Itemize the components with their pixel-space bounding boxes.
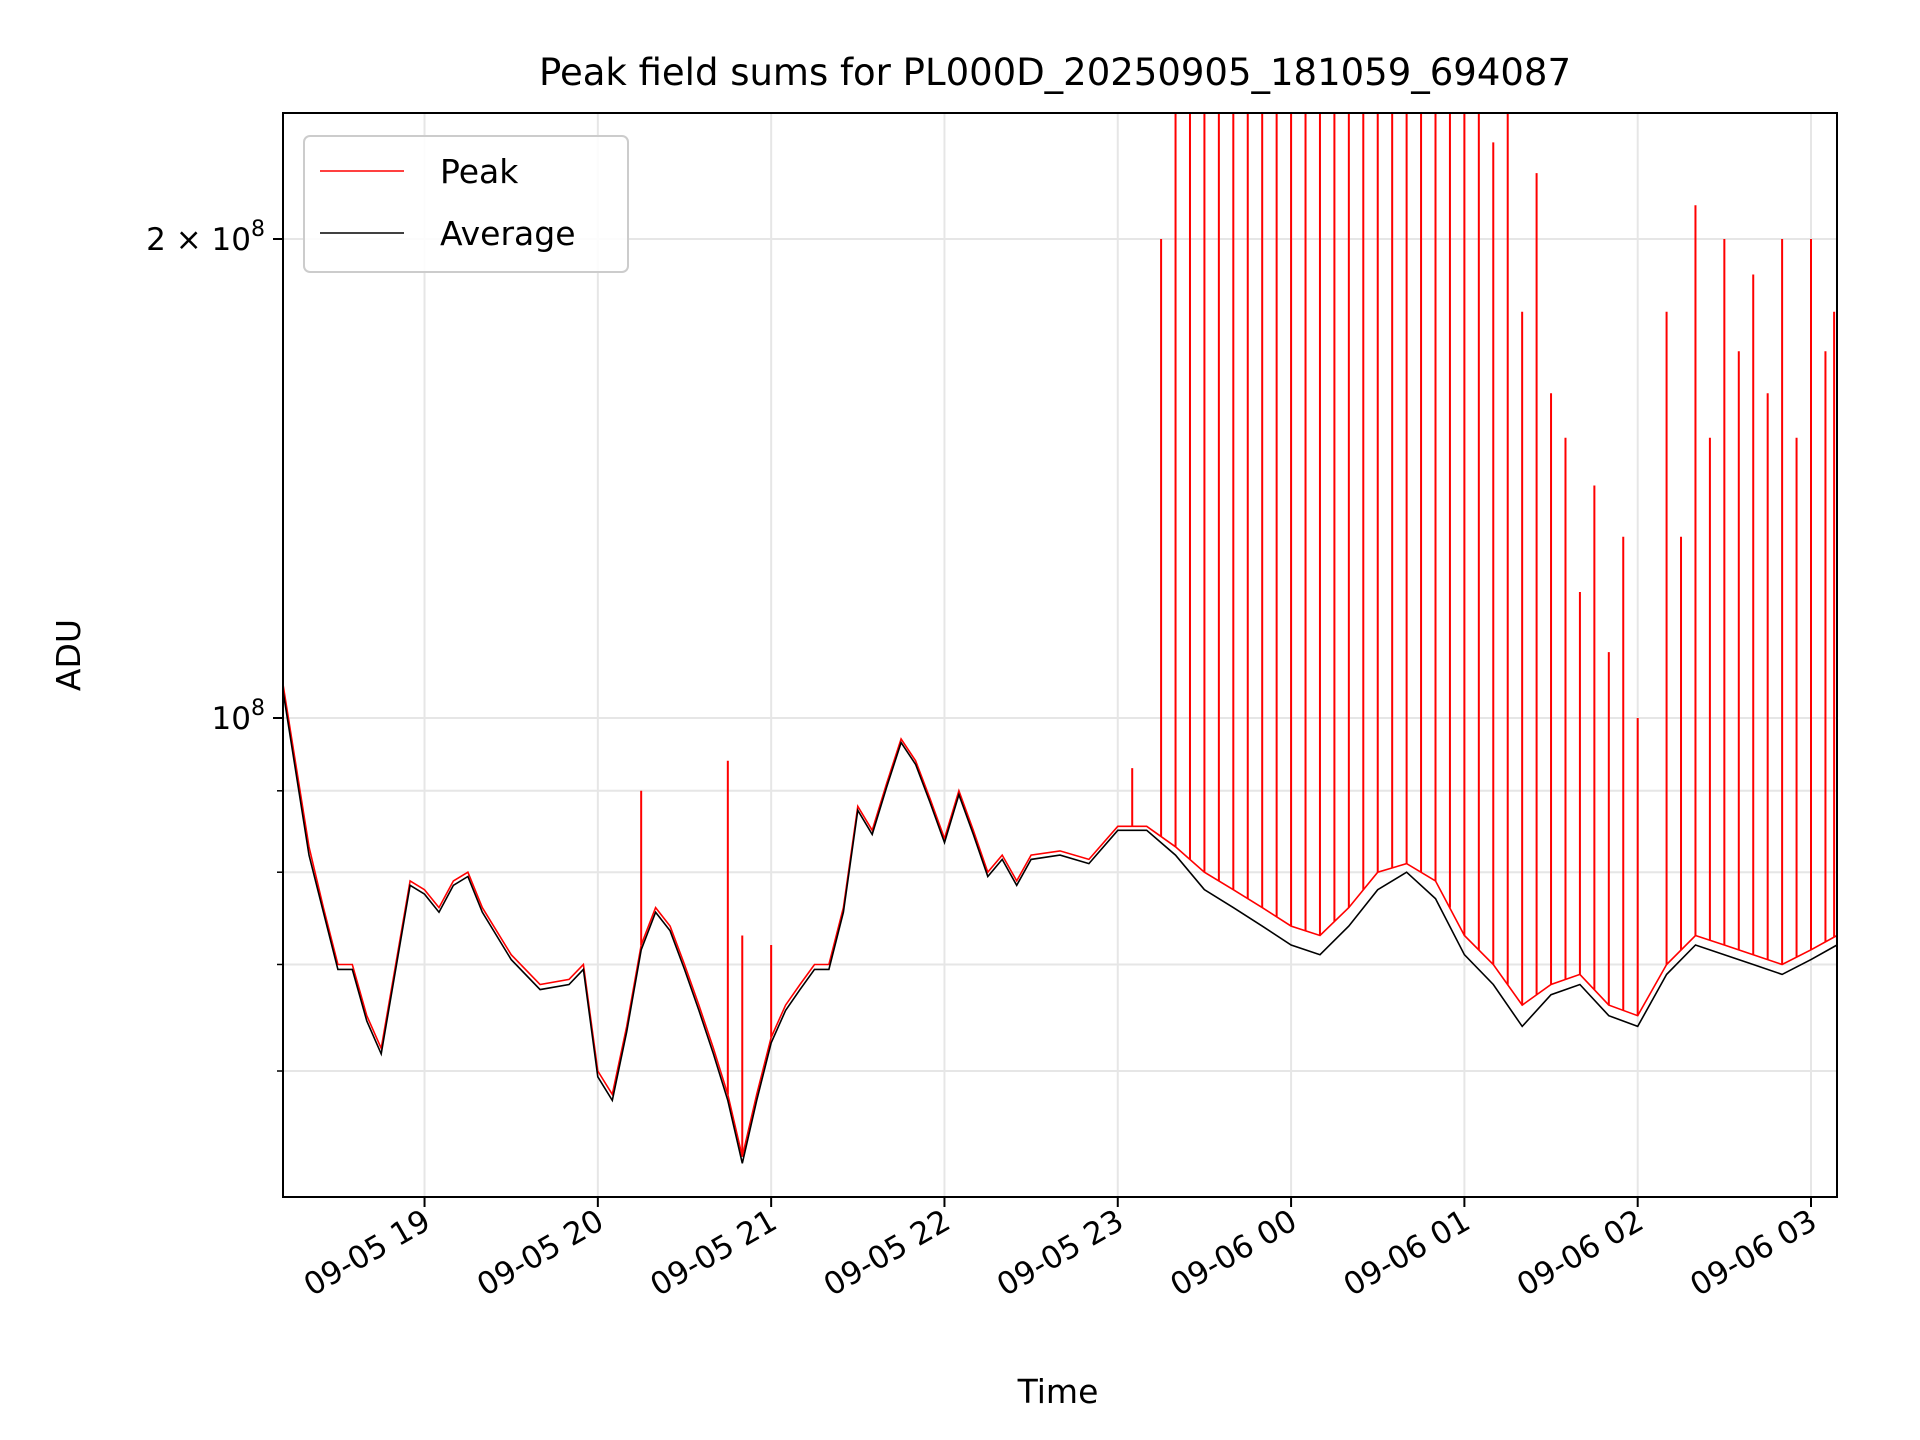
x-axis-label: Time	[1017, 1372, 1099, 1411]
series-layer	[282, 113, 1838, 1164]
y-tick-label: 2 × 108	[146, 217, 265, 258]
y-tick-label: 108	[212, 696, 265, 737]
y-axis-label: ADU	[49, 619, 88, 691]
series-line-average	[282, 690, 1838, 1164]
plot-frame	[282, 112, 1838, 1198]
series-spikes-peak	[640, 113, 1836, 1157]
legend-box	[303, 135, 629, 273]
legend-label-average: Average	[440, 214, 576, 253]
legend-label-peak: Peak	[440, 152, 519, 191]
series-line-peak	[282, 684, 1838, 1157]
chart-title: Peak field sums for PL000D_20250905_1810…	[539, 51, 1571, 94]
legend: Peak Average	[303, 135, 629, 273]
